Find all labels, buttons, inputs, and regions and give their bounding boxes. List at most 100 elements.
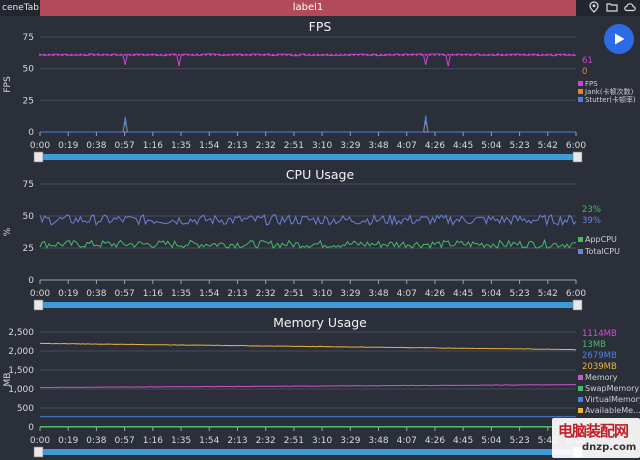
x-tick-label: 0:00 <box>30 289 50 299</box>
fps-point <box>204 53 208 56</box>
x-tick-label: 1:54 <box>199 436 219 446</box>
x-tick-label: 3:48 <box>368 436 388 446</box>
fps-point <box>505 53 508 56</box>
fps-point <box>348 53 351 56</box>
fps-point <box>473 53 477 56</box>
x-tick-label: 5:23 <box>509 141 529 151</box>
fps-point <box>316 53 320 56</box>
chart-title: CPU Usage <box>286 167 355 182</box>
x-tick-label: 5:04 <box>481 141 501 151</box>
fps-point <box>321 53 324 56</box>
y-tick-label: 2,000 <box>8 347 34 357</box>
fps-point <box>433 53 436 56</box>
fps-point <box>276 53 279 56</box>
fps-point <box>343 53 347 56</box>
fps-point <box>47 53 51 56</box>
slider-handle-left[interactable] <box>33 299 44 311</box>
fps-point <box>361 53 365 56</box>
current-value: 1114MB <box>582 329 617 339</box>
fps-point <box>195 53 199 56</box>
x-tick-label: 4:07 <box>397 141 417 151</box>
x-tick-label: 5:42 <box>538 141 558 151</box>
fps-point <box>532 53 535 56</box>
slider-handle-right[interactable] <box>572 299 583 311</box>
fps-point <box>61 53 64 56</box>
fps-point <box>88 53 91 56</box>
fps-point <box>168 53 172 56</box>
fps-point <box>200 53 203 56</box>
x-tick-label: 1:54 <box>199 289 219 299</box>
fps-point <box>151 53 154 56</box>
toolbar-icons <box>588 1 636 15</box>
fps-point <box>442 53 445 56</box>
x-tick-label: 1:35 <box>171 289 191 299</box>
x-tick-label: 0:38 <box>86 436 106 446</box>
y-tick-label: 25 <box>23 244 34 254</box>
x-tick-label: 0:57 <box>115 289 135 299</box>
legend-label: VirtualMemory <box>585 395 640 404</box>
fps-point <box>572 53 575 56</box>
current-value: 0 <box>582 67 587 77</box>
fps-point <box>420 53 423 56</box>
fps-point <box>541 53 544 56</box>
y-axis-label: FPS <box>3 76 13 93</box>
slider-handle-left[interactable] <box>33 151 44 163</box>
x-tick-label: 2:32 <box>256 289 276 299</box>
x-tick-label: 3:29 <box>340 289 360 299</box>
x-tick-label: 2:13 <box>227 289 247 299</box>
fps-point <box>352 53 356 56</box>
x-tick-label: 0:19 <box>58 289 78 299</box>
fps-point <box>388 53 391 56</box>
fps-point <box>74 53 77 56</box>
x-tick-label: 1:35 <box>171 141 191 151</box>
fps-point <box>222 53 225 56</box>
y-tick-label: 75 <box>23 33 34 43</box>
fps-point <box>209 53 212 56</box>
fps-point <box>460 53 463 56</box>
fps-point <box>303 53 306 56</box>
fps-point <box>218 53 221 56</box>
x-tick-label: 0:19 <box>58 436 78 446</box>
time-slider-track[interactable] <box>36 154 580 160</box>
fps-point <box>500 53 504 56</box>
fps-point <box>509 53 513 56</box>
time-slider-track[interactable] <box>36 302 580 308</box>
fps-point <box>133 53 136 56</box>
fps-point <box>438 53 441 56</box>
folder-icon[interactable] <box>606 1 618 15</box>
chart-title: Memory Usage <box>273 315 367 330</box>
fps-point <box>70 53 73 56</box>
slider-handle-right[interactable] <box>572 151 583 163</box>
x-tick-label: 2:13 <box>227 141 247 151</box>
x-tick-label: 3:29 <box>340 436 360 446</box>
slider-handle-left[interactable] <box>33 446 44 458</box>
fps-point <box>496 53 499 56</box>
cloud-icon[interactable] <box>624 1 636 15</box>
legend-swatch <box>578 386 583 391</box>
fps-point <box>56 53 60 56</box>
x-tick-label: 3:29 <box>340 141 360 151</box>
y-axis-label: MB <box>3 373 13 387</box>
x-tick-label: 3:10 <box>312 436 332 446</box>
label-tab[interactable]: label1 <box>40 0 576 16</box>
fps-point <box>406 53 409 56</box>
scene-tab[interactable]: ceneTab <box>2 3 39 13</box>
play-button[interactable] <box>604 24 634 54</box>
x-tick-label: 0:57 <box>115 141 135 151</box>
y-tick-label: 0 <box>28 128 34 138</box>
fps-point <box>411 53 414 56</box>
fps-point <box>43 53 46 56</box>
fps-point <box>554 53 557 56</box>
fps-point <box>92 53 95 56</box>
x-tick-label: 2:51 <box>284 289 304 299</box>
fps-point <box>110 53 113 56</box>
x-tick-label: 3:10 <box>312 289 332 299</box>
fps-point <box>191 53 194 56</box>
fps-point <box>79 53 82 56</box>
fps-point <box>559 53 562 56</box>
fps-point <box>263 53 266 56</box>
fps-point <box>415 53 418 56</box>
time-slider-track[interactable] <box>36 449 580 455</box>
location-pin-icon[interactable] <box>588 1 600 15</box>
fps-point <box>65 53 69 56</box>
